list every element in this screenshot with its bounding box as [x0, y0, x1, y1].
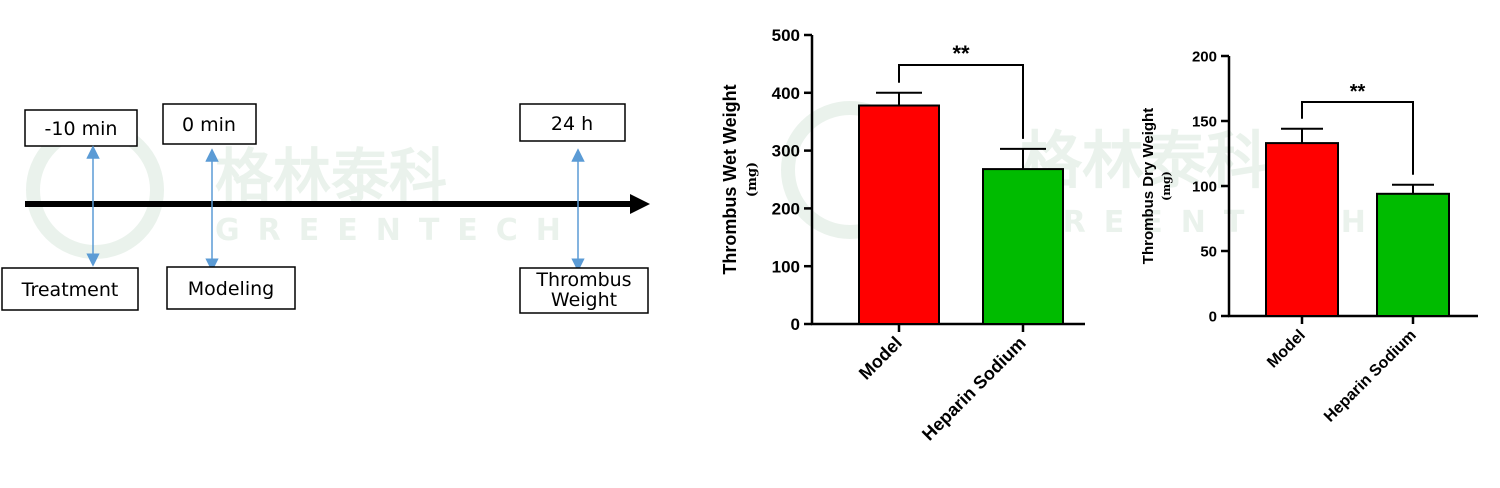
event-label-box-3 [519, 267, 649, 314]
y-axis-unit: (mg) [1160, 171, 1173, 201]
significance-bracket [1301, 101, 1414, 175]
y-tick-label: 150 [1192, 113, 1217, 130]
category-label: Heparin Sodium [918, 333, 1030, 445]
y-tick-label: 50 [1200, 243, 1217, 260]
event-time-box-3 [519, 103, 626, 142]
y-tick-label: 100 [772, 257, 800, 276]
watermark-en-text: GREENTECH [215, 213, 579, 248]
category-label: Heparin Sodium [1321, 327, 1420, 426]
event-label-3-line: Thrombus [535, 269, 631, 291]
bar [982, 168, 1064, 325]
y-axis-label: Thrombus Wet Weight [720, 84, 740, 274]
y-tick-label: 0 [791, 315, 800, 334]
event-time-box-1 [24, 109, 138, 147]
event-time-box-2 [162, 103, 257, 145]
significance-bracket [898, 64, 1024, 139]
bar [1376, 192, 1450, 317]
bar [1265, 142, 1339, 317]
y-tick-label: 400 [772, 84, 800, 103]
event-label-1: Treatment [21, 279, 119, 301]
watermark-cn-text: 格林泰科 [215, 142, 447, 210]
y-tick-label: 200 [1192, 48, 1217, 65]
y-tick-label: 0 [1209, 308, 1217, 325]
event-time-3: 24 h [551, 113, 593, 135]
y-axis-unit: (mg) [745, 162, 760, 197]
event-label-box-2 [166, 266, 296, 310]
category-label: Model [855, 333, 906, 384]
timeline: -10 min Treatment 0 min Modeling 24 h Th… [1, 103, 650, 314]
wet-weight-chart: 0 100 200 300 400 500 Model Heparin Sodium ** Thr… [720, 26, 1085, 444]
event-label-3-line: Weight [551, 289, 617, 311]
y-tick-label: 200 [772, 200, 800, 219]
significance-label: ** [1350, 81, 1366, 103]
y-tick-label: 500 [772, 26, 800, 45]
event-label-3: Thrombus Weight [535, 269, 631, 311]
bar [858, 104, 940, 325]
event-time-2: 0 min [182, 114, 236, 136]
event-label-box-1 [1, 267, 139, 311]
y-axis-label: Thrombus Dry Weight [1140, 108, 1157, 264]
event-label-2: Modeling [188, 278, 274, 300]
y-tick-label: 100 [1192, 178, 1217, 195]
category-label: Model [1264, 327, 1309, 372]
timeline-arrowhead [630, 194, 650, 214]
event-time-1: -10 min [45, 118, 118, 140]
significance-label: ** [952, 41, 970, 66]
y-tick-label: 300 [772, 142, 800, 161]
